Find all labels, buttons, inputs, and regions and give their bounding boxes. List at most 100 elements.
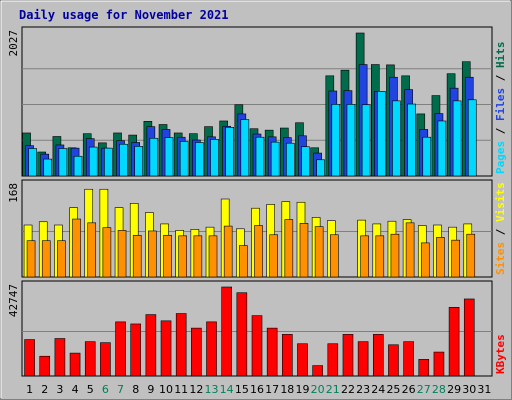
bar-sites-day-10 bbox=[163, 234, 172, 278]
day-label-20: 20 bbox=[311, 383, 325, 396]
bar-sites-day-4 bbox=[72, 218, 81, 278]
legend-top-text: Pages / Files / Hits bbox=[494, 42, 507, 175]
bar-pages-day-2 bbox=[43, 158, 53, 177]
legend-bot-text: KBytes bbox=[494, 334, 507, 374]
bar-sites-day-20 bbox=[314, 226, 324, 278]
legend-item-pages: Pages bbox=[494, 141, 507, 174]
bar-pages-day-11 bbox=[179, 141, 189, 177]
bar-sites-day-21 bbox=[330, 234, 339, 278]
bar-sites-day-3 bbox=[57, 240, 66, 278]
bar-kbytes-day-13 bbox=[206, 321, 217, 377]
bar-kbytes-day-5 bbox=[84, 341, 96, 377]
bar-pages-day-24 bbox=[376, 91, 386, 177]
legend-separator: / bbox=[494, 222, 507, 242]
day-label-31: 31 bbox=[477, 383, 491, 396]
bar-pages-day-14 bbox=[225, 127, 234, 177]
day-label-10: 10 bbox=[159, 383, 173, 396]
day-label-24: 24 bbox=[371, 383, 385, 396]
bar-sites-day-25 bbox=[390, 233, 400, 278]
bar-kbytes-day-7 bbox=[115, 321, 126, 377]
bar-kbytes-day-29 bbox=[448, 306, 460, 377]
bar-pages-day-18 bbox=[286, 142, 295, 177]
bar-pages-day-4 bbox=[73, 155, 83, 177]
bar-pages-day-21 bbox=[331, 104, 341, 177]
bar-pages-day-27 bbox=[422, 136, 432, 177]
bar-kbytes-day-15 bbox=[236, 292, 248, 377]
legend-bot: KBytes bbox=[494, 334, 507, 374]
legend-mid-text: Sites / Visits bbox=[494, 182, 507, 275]
bar-pages-day-23 bbox=[361, 104, 371, 177]
panel-bot-ymax-label: 42747 bbox=[7, 284, 20, 317]
bar-pages-day-30 bbox=[467, 99, 477, 177]
bar-pages-day-7 bbox=[119, 143, 128, 177]
bar-sites-day-12 bbox=[193, 235, 203, 278]
bar-kbytes-day-14 bbox=[221, 286, 232, 377]
day-label-3: 3 bbox=[56, 383, 63, 396]
panel-top-ymax-label: 2027 bbox=[7, 30, 20, 57]
bar-sites-day-27 bbox=[420, 242, 430, 278]
bar-sites-day-26 bbox=[405, 222, 415, 278]
bar-pages-day-9 bbox=[149, 137, 159, 177]
day-label-13: 13 bbox=[205, 383, 219, 396]
day-label-17: 17 bbox=[265, 383, 279, 396]
bar-sites-day-11 bbox=[178, 235, 187, 278]
day-label-28: 28 bbox=[432, 383, 446, 396]
bar-sites-day-24 bbox=[375, 235, 385, 278]
legend-separator: / bbox=[494, 121, 507, 141]
legend-top: Pages / Files / Hits bbox=[494, 42, 507, 175]
day-label-1: 1 bbox=[26, 383, 33, 396]
day-label-26: 26 bbox=[402, 383, 416, 396]
bar-kbytes-day-24 bbox=[372, 334, 384, 377]
legend-item-files: Files bbox=[494, 88, 507, 121]
bar-pages-day-25 bbox=[392, 100, 401, 177]
bar-pages-day-17 bbox=[270, 141, 280, 177]
bar-sites-day-16 bbox=[254, 225, 263, 278]
bar-sites-day-5 bbox=[87, 222, 97, 278]
bar-kbytes-day-1 bbox=[24, 339, 35, 377]
day-label-5: 5 bbox=[87, 383, 94, 396]
day-label-7: 7 bbox=[117, 383, 124, 396]
legend-mid: Sites / Visits bbox=[494, 182, 507, 275]
bar-kbytes-day-21 bbox=[327, 343, 339, 377]
bar-sites-day-7 bbox=[117, 230, 127, 278]
bar-kbytes-day-12 bbox=[191, 327, 202, 377]
bar-kbytes-day-16 bbox=[251, 315, 263, 377]
bar-pages-day-6 bbox=[104, 147, 113, 177]
day-label-18: 18 bbox=[280, 383, 294, 396]
bar-sites-day-23 bbox=[360, 235, 369, 278]
bar-sites-day-19 bbox=[299, 223, 309, 278]
bar-sites-day-2 bbox=[41, 240, 51, 278]
bar-pages-day-10 bbox=[164, 137, 174, 177]
day-label-2: 2 bbox=[41, 383, 48, 396]
bar-kbytes-day-4 bbox=[69, 352, 81, 377]
bar-pages-day-8 bbox=[134, 146, 144, 177]
bar-kbytes-day-30 bbox=[463, 298, 475, 377]
day-label-19: 19 bbox=[295, 383, 309, 396]
bar-pages-day-29 bbox=[452, 100, 462, 177]
bar-pages-day-16 bbox=[255, 136, 265, 177]
legend-item-sites: Sites bbox=[494, 242, 507, 275]
panel-mid-ymax-label: 168 bbox=[7, 183, 20, 203]
day-label-9: 9 bbox=[147, 383, 154, 396]
bar-pages-day-22 bbox=[346, 104, 356, 177]
bar-kbytes-day-17 bbox=[266, 327, 278, 377]
bar-sites-day-1 bbox=[26, 240, 36, 278]
day-label-22: 22 bbox=[341, 383, 355, 396]
bar-sites-day-15 bbox=[239, 245, 248, 278]
legend-item-kbytes: KBytes bbox=[494, 334, 507, 374]
day-label-11: 11 bbox=[174, 383, 188, 396]
bar-sites-day-14 bbox=[223, 225, 233, 278]
bar-pages-day-1 bbox=[28, 148, 37, 177]
bar-kbytes-day-2 bbox=[39, 355, 51, 377]
bar-sites-day-6 bbox=[102, 227, 112, 278]
bar-kbytes-day-6 bbox=[100, 342, 111, 377]
bar-pages-day-26 bbox=[407, 103, 416, 177]
day-label-25: 25 bbox=[386, 383, 400, 396]
bar-kbytes-day-11 bbox=[175, 313, 187, 377]
bar-kbytes-day-8 bbox=[130, 323, 142, 377]
bar-sites-day-29 bbox=[451, 239, 460, 278]
legend-item-hits: Hits bbox=[494, 42, 507, 69]
day-label-14: 14 bbox=[220, 383, 234, 396]
bar-sites-day-9 bbox=[148, 230, 157, 278]
day-label-6: 6 bbox=[102, 383, 109, 396]
